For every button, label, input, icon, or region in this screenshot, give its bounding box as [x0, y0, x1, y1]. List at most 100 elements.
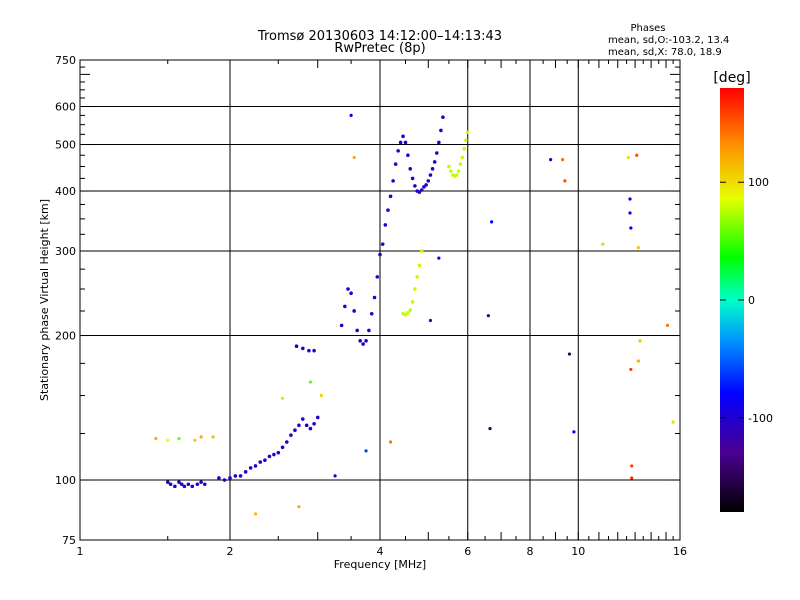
scatter-point: [635, 153, 639, 157]
o-trace-point: [439, 128, 443, 133]
o-trace-point: [441, 115, 445, 120]
o-trace-point: [168, 482, 173, 487]
x-trace-point: [413, 287, 417, 291]
o-trace-point: [388, 194, 393, 199]
scatter-point: [364, 449, 368, 453]
o-trace-point: [355, 328, 359, 333]
scatter-point: [629, 367, 633, 372]
phases-o-line: mean, sd,O:-103.2, 13.4: [608, 35, 729, 46]
o-trace-point: [182, 484, 187, 489]
scatter-point: [630, 476, 634, 480]
o-trace-point: [346, 287, 350, 291]
o-trace-point: [243, 470, 248, 474]
o-trace-point: [173, 484, 177, 489]
o-trace-point: [289, 433, 293, 437]
o-trace-point: [437, 140, 441, 145]
o-trace-point: [222, 478, 227, 482]
o-trace-point: [293, 428, 297, 433]
colorbar-tick-label: 100: [748, 176, 769, 189]
y-tick-label: 600: [55, 101, 76, 114]
scatter-point: [349, 113, 353, 117]
chart-header: Tromsø 20130603 14:12:00–14:13:43 RwPret…: [257, 29, 502, 56]
x-trace-point: [464, 138, 468, 143]
o-trace-point: [419, 188, 424, 192]
o-trace-point: [284, 440, 289, 444]
scatter-point: [567, 352, 572, 356]
o-trace-point: [267, 454, 272, 459]
o-trace-point: [426, 179, 431, 183]
scatter-point: [638, 339, 642, 343]
x-tick-label: 10: [571, 545, 585, 558]
x-axis-label: Frequency [MHz]: [334, 558, 426, 571]
x-trace-point: [449, 169, 453, 173]
scatter-point: [629, 226, 633, 230]
phases-title: Phases: [630, 23, 665, 34]
o-trace-point: [358, 339, 362, 343]
scatter-point: [177, 436, 181, 441]
o-trace-point: [233, 474, 238, 478]
scatter-point: [628, 197, 632, 201]
scatter-point: [636, 245, 640, 250]
scatter-point: [308, 380, 313, 384]
colorbar: [deg] 100 0 -100: [713, 70, 773, 512]
scatter-point: [319, 393, 323, 398]
scatter-point: [199, 435, 203, 439]
o-trace-point: [308, 426, 313, 431]
scatter-point: [211, 435, 215, 439]
phases-box: Phases mean, sd,O:-103.2, 13.4 mean, sd,…: [608, 23, 729, 58]
chart-subtitle: RwPretec (8p): [334, 41, 425, 56]
scatter-point: [628, 211, 632, 215]
colorbar-label: [deg]: [713, 70, 750, 86]
x-trace-point: [408, 308, 413, 312]
scatter-point: [636, 359, 640, 363]
o-trace-point: [301, 417, 305, 421]
o-trace-point: [369, 311, 374, 316]
o-trace-point: [301, 346, 305, 351]
y-tick-label: 300: [55, 245, 76, 258]
o-trace-point: [349, 291, 353, 296]
x-tick-label: 4: [377, 545, 384, 558]
o-trace-point: [396, 149, 400, 153]
o-trace-point: [228, 476, 232, 480]
o-trace-point: [294, 344, 299, 349]
scatter-point: [253, 512, 258, 516]
scatter-point: [166, 438, 170, 442]
o-trace-point: [195, 482, 200, 487]
scatter-point: [560, 158, 565, 162]
scatter-point: [352, 155, 356, 160]
o-trace-point: [179, 482, 184, 487]
o-trace-point: [403, 140, 408, 145]
o-trace-point: [380, 242, 385, 246]
x-tick-label: 16: [673, 545, 687, 558]
scatter-point: [490, 220, 494, 224]
scatter-point: [193, 438, 197, 442]
scatter-point: [486, 314, 490, 318]
o-trace-point: [217, 476, 221, 480]
o-trace-point: [352, 309, 356, 313]
o-trace-point: [364, 339, 368, 343]
chart-title: Tromsø 20130603 14:12:00–14:13:43: [257, 29, 502, 44]
o-trace-point: [297, 423, 301, 428]
o-trace-point: [393, 162, 398, 166]
scatter-point: [154, 436, 158, 441]
scatter-point: [333, 474, 337, 478]
scatter-point: [549, 158, 553, 162]
scatter-point: [665, 323, 670, 327]
o-trace-point: [280, 445, 285, 450]
o-trace-point: [315, 415, 320, 420]
scatter-point: [626, 155, 630, 160]
phases-x-line: mean, sd,X: 78.0, 18.9: [608, 47, 722, 58]
x-tick-labels: 1 2 4 6 8 10 16: [77, 545, 688, 558]
grid-lines: [80, 60, 680, 540]
x-tick-label: 2: [227, 545, 234, 558]
x-trace-point: [456, 169, 461, 173]
o-trace-point: [312, 421, 316, 426]
o-trace-point: [258, 460, 263, 464]
x-trace-point: [454, 173, 459, 177]
o-trace-point: [424, 183, 428, 187]
o-trace-point: [186, 482, 191, 487]
y-axis-label: Stationary phase Virtual Height [km]: [38, 199, 51, 401]
o-trace-point: [367, 328, 371, 333]
x-tick-label: 8: [527, 545, 534, 558]
scatter-point: [437, 256, 441, 260]
